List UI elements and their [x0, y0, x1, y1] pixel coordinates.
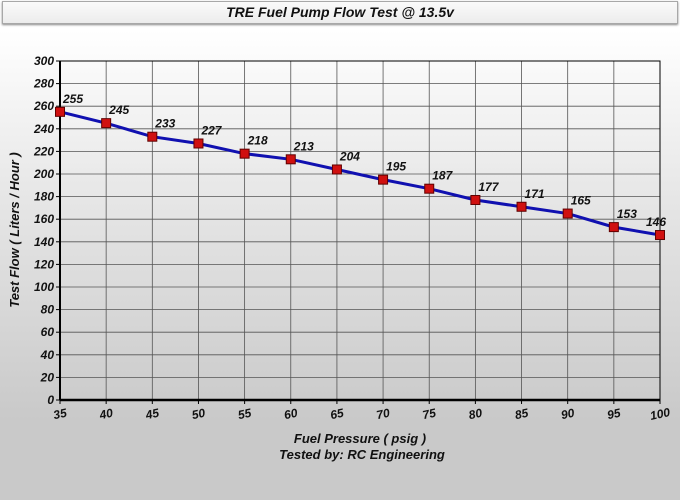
- data-point: [378, 174, 389, 185]
- data-label: 177: [478, 180, 499, 194]
- x-tick-label: 80: [467, 406, 483, 423]
- x-tick-label: 60: [283, 406, 299, 423]
- data-point: [516, 201, 527, 212]
- data-point: [285, 154, 296, 165]
- y-tick-label: 260: [33, 99, 54, 113]
- y-tick-label: 100: [34, 280, 54, 294]
- x-tick-label: 45: [143, 406, 160, 423]
- data-label: 245: [108, 103, 129, 117]
- data-point: [608, 222, 619, 233]
- data-point: [470, 194, 481, 205]
- data-label: 153: [617, 207, 637, 221]
- data-point: [562, 208, 573, 219]
- x-tick-label: 40: [97, 406, 114, 423]
- data-point: [239, 148, 250, 159]
- data-label: 255: [62, 92, 83, 106]
- x-tick-label: 90: [560, 406, 576, 423]
- data-label: 233: [154, 117, 175, 131]
- series-line: [59, 110, 661, 237]
- x-tick-label: 100: [649, 405, 672, 423]
- grid: [59, 60, 661, 401]
- x-axis-label: Fuel Pressure ( psig ): [294, 431, 426, 446]
- data-point: [55, 106, 65, 117]
- x-tick-label: 75: [421, 406, 437, 423]
- series: 255 245 233 227 218 213 204 195 187 177 171 165 153 1…: [55, 92, 666, 241]
- data-label: 171: [525, 187, 545, 201]
- data-label: 204: [339, 149, 360, 163]
- data-point: [147, 131, 158, 142]
- x-tick-label: 95: [606, 406, 622, 423]
- data-label: 187: [432, 169, 453, 183]
- y-tick-label: 160: [34, 212, 54, 226]
- y-axis-label: Test Flow ( Liters / Hour ): [7, 152, 22, 308]
- y-tick-label: 120: [34, 257, 54, 271]
- y-tick-label: 60: [41, 325, 55, 339]
- data-point: [655, 230, 665, 241]
- chart-subtitle: Tested by: RC Engineering: [279, 447, 445, 462]
- data-point: [101, 118, 112, 129]
- x-tick-label: 85: [514, 406, 530, 423]
- y-tick-label: 300: [34, 54, 54, 68]
- y-tick-label: 220: [33, 144, 54, 158]
- y-tick-label: 200: [33, 167, 54, 181]
- y-tick-label: 80: [41, 303, 55, 317]
- x-tick-label: 70: [375, 406, 391, 423]
- data-point: [331, 164, 342, 175]
- y-tick-label: 40: [40, 348, 55, 362]
- plot-area: [60, 61, 660, 400]
- data-label: 227: [200, 123, 222, 137]
- data-point: [193, 138, 204, 149]
- x-tick-label: 65: [329, 406, 345, 423]
- x-tick-label: 55: [237, 406, 253, 423]
- x-tick-label: 35: [52, 406, 68, 423]
- x-tick-label: 50: [190, 406, 206, 423]
- y-tick-label: 0: [47, 393, 54, 407]
- data-label: 213: [293, 139, 314, 153]
- y-tick-label: 180: [34, 190, 54, 204]
- data-label: 218: [247, 134, 268, 148]
- y-tick-label: 140: [34, 235, 54, 249]
- data-label: 195: [386, 160, 406, 174]
- chart-title: TRE Fuel Pump Flow Test @ 13.5v: [2, 1, 678, 24]
- y-tick-label: 240: [33, 122, 54, 136]
- data-label: 165: [571, 194, 591, 208]
- axes: 0 20 40 60 80 100 120 140 160 180 200 220 240 260 280 3…: [33, 54, 672, 423]
- data-label: 146: [646, 215, 666, 229]
- data-point: [424, 183, 435, 194]
- y-tick-label: 20: [40, 370, 55, 384]
- y-tick-label: 280: [33, 77, 54, 91]
